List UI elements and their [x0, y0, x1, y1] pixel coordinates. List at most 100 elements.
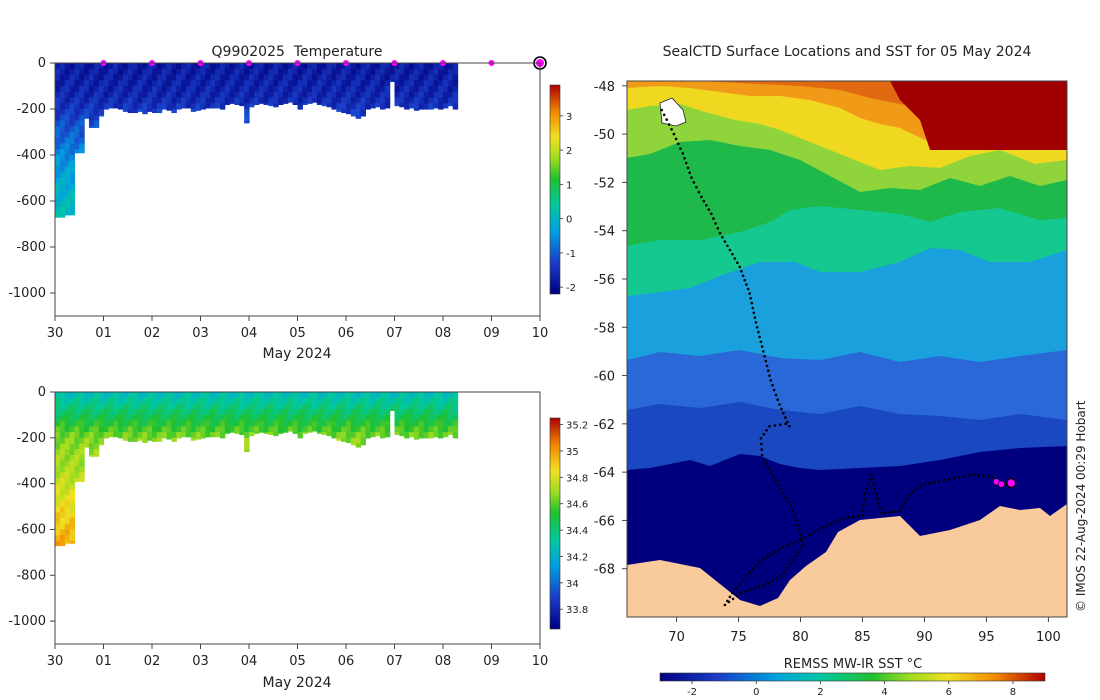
profile-cell [69, 397, 75, 405]
profile-cell [239, 68, 245, 76]
profile-cell [355, 432, 362, 439]
profile-cell [307, 97, 313, 104]
profile-cell [341, 91, 347, 99]
profile-cell [394, 86, 400, 93]
profile-cell [379, 432, 386, 439]
profile-cell [118, 426, 124, 433]
track-point [667, 123, 671, 126]
profile-cell [428, 63, 434, 70]
profile-cell [331, 392, 337, 399]
profile-cell [413, 392, 420, 399]
profile-cell [215, 414, 221, 422]
profile-cell [239, 403, 245, 410]
profile-cell [176, 80, 182, 87]
profile-cell [375, 91, 381, 99]
profile-cell [278, 97, 284, 104]
profile-cell [59, 126, 66, 133]
profile-cell [205, 86, 211, 93]
profile-cell [69, 80, 75, 87]
profile-cell [74, 103, 80, 110]
x-tick-label: 04 [241, 654, 258, 669]
profile-cell [258, 392, 265, 399]
track-point [781, 545, 785, 549]
profile-cell [258, 420, 265, 427]
profile-cell [142, 80, 148, 87]
profile-cell [132, 68, 139, 76]
profile-cell [331, 91, 337, 99]
profile-cell [64, 403, 71, 410]
profile-cell [137, 109, 143, 112]
profile-cell [360, 91, 366, 99]
profile-cell [88, 409, 95, 416]
profile-cell [64, 137, 71, 145]
profile-cell [413, 437, 420, 440]
track-point [908, 494, 911, 497]
profile-cell [321, 403, 328, 410]
lat-tick-label: -66 [594, 514, 615, 529]
profile-cell [273, 97, 279, 104]
profile-cell [64, 132, 71, 139]
profile-cell [166, 109, 172, 111]
profile-cell [384, 420, 391, 427]
profile-cell [166, 103, 172, 110]
profile-cell [433, 414, 439, 422]
profile-cell [409, 80, 415, 87]
x-tick-label: 06 [338, 326, 355, 341]
track-point [873, 487, 877, 491]
track-point [957, 476, 961, 479]
profile-cell [350, 86, 357, 93]
profile-cell [253, 86, 260, 93]
track-point [755, 326, 759, 329]
profile-cell [59, 426, 66, 433]
profile-cell [176, 420, 182, 427]
profile-cell [137, 409, 143, 416]
profile-cell [64, 477, 71, 485]
profile-cell [229, 409, 236, 416]
profile-cell [355, 109, 362, 116]
profile-cell [147, 80, 153, 87]
profile-cell [55, 477, 61, 485]
profile-cell [79, 97, 85, 104]
track-point [674, 137, 678, 141]
profile-cell [350, 432, 357, 439]
profile-cell [278, 420, 284, 427]
track-point [782, 570, 786, 574]
profile-cell [292, 74, 299, 81]
profile-cell [219, 86, 226, 93]
profile-cell [297, 74, 303, 81]
profile-cell [59, 189, 66, 196]
profile-cell [69, 437, 75, 445]
profile-cell [69, 160, 75, 168]
profile-cell [74, 86, 80, 93]
profile-cell [365, 86, 371, 93]
profile-cell [341, 426, 347, 433]
profile-cell [190, 432, 197, 439]
profile-cell [59, 523, 66, 531]
profile-cell [273, 63, 279, 70]
profile-cell [404, 97, 410, 104]
sst-colorbar-tick-label: 6 [946, 687, 952, 698]
track-point [777, 548, 781, 551]
profile-cell [355, 63, 362, 70]
profile-cell [258, 80, 265, 87]
profile-cell [399, 91, 405, 99]
profile-cell [55, 80, 61, 87]
profile-cell [79, 114, 85, 122]
track-point [762, 350, 765, 353]
profile-cell [147, 63, 153, 70]
profile-cell [127, 397, 134, 405]
track-point [733, 257, 737, 260]
profile-cell [341, 397, 347, 405]
profile-cell [249, 80, 255, 87]
profile-cell [321, 103, 328, 107]
profile-cell [423, 91, 430, 99]
profile-cell [278, 68, 284, 76]
profile-cell [287, 397, 294, 405]
profile-cell [74, 472, 80, 479]
profile-cell [331, 420, 337, 427]
profile-cell [132, 403, 139, 410]
profile-cell [137, 63, 143, 70]
profile-cell [399, 86, 405, 93]
profile-cell [127, 426, 134, 433]
